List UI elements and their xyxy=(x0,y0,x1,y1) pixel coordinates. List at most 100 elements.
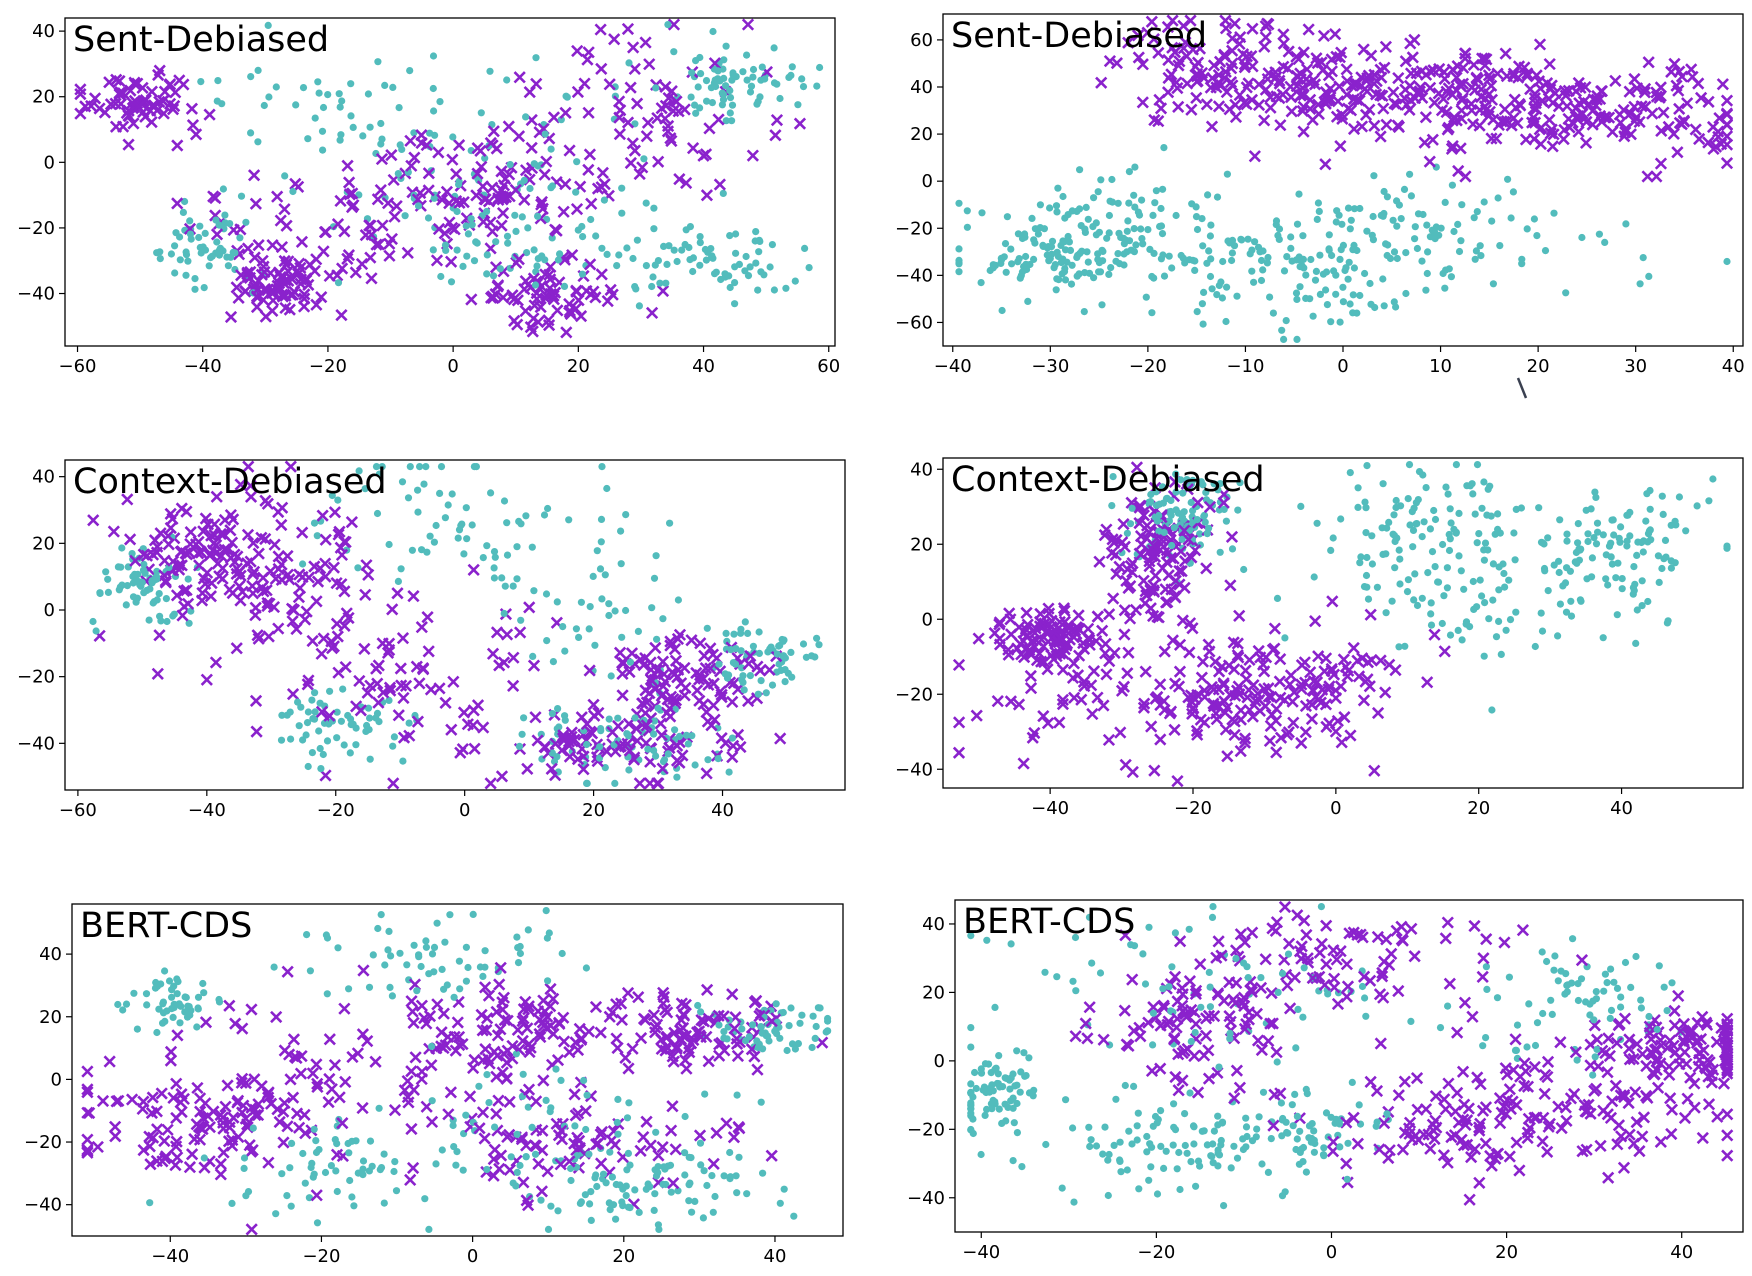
point-x xyxy=(88,92,102,105)
point-dot xyxy=(635,302,644,310)
point-dot xyxy=(449,1121,457,1130)
point-x xyxy=(286,1091,300,1104)
point-dot xyxy=(117,563,125,571)
point-dot xyxy=(708,99,717,107)
point-x xyxy=(1296,104,1309,118)
point-x xyxy=(282,1048,296,1061)
point-x xyxy=(249,609,262,622)
point-x xyxy=(203,108,216,121)
point-dot xyxy=(1366,279,1374,288)
point-dot xyxy=(1156,222,1164,231)
x-tick-label: 0 xyxy=(1330,798,1341,819)
point-dot xyxy=(1255,1113,1263,1121)
point-dot xyxy=(770,44,778,52)
point-dot xyxy=(1361,994,1369,1002)
point-x xyxy=(656,284,670,298)
point-dot xyxy=(1186,1089,1194,1097)
point-dot xyxy=(1001,240,1010,248)
point-x xyxy=(1173,55,1186,68)
point-x xyxy=(1376,89,1389,103)
point-dot xyxy=(611,779,619,788)
point-dot xyxy=(1480,198,1488,206)
point-x xyxy=(1119,758,1132,772)
point-dot xyxy=(603,250,611,258)
point-x xyxy=(1623,85,1636,98)
point-dot xyxy=(1264,253,1272,262)
point-x xyxy=(568,1088,581,1101)
x-tick-label: 20 xyxy=(1467,798,1490,819)
point-dot xyxy=(779,1008,787,1017)
point-dot xyxy=(650,225,658,233)
point-dot xyxy=(1099,257,1107,265)
point-x xyxy=(1114,726,1127,739)
point-dot xyxy=(1130,942,1139,950)
point-dot xyxy=(656,279,664,287)
point-x xyxy=(183,1161,197,1174)
point-dot xyxy=(394,577,402,586)
point-dot xyxy=(359,1157,368,1165)
point-dot xyxy=(572,188,580,196)
point-dot xyxy=(1563,537,1571,545)
point-dot xyxy=(1383,524,1391,532)
point-x xyxy=(1334,140,1347,153)
point-dot xyxy=(464,963,472,972)
point-x xyxy=(1580,1105,1593,1118)
point-x xyxy=(404,1173,417,1187)
point-dot xyxy=(181,993,189,1001)
point-dot xyxy=(727,646,735,654)
point-x xyxy=(1274,119,1287,132)
point-x xyxy=(707,677,720,690)
point-x xyxy=(1480,53,1493,66)
point-dot xyxy=(1248,246,1256,254)
point-x xyxy=(91,1140,104,1154)
point-x xyxy=(1229,689,1242,702)
point-dot xyxy=(664,21,672,29)
point-dot xyxy=(1626,508,1634,516)
point-dot xyxy=(1512,1046,1520,1054)
point-x xyxy=(275,558,288,571)
point-dot xyxy=(1350,205,1359,213)
point-x xyxy=(587,698,600,711)
point-x xyxy=(952,716,966,729)
point-dot xyxy=(1633,551,1641,560)
point-dot xyxy=(1599,531,1607,539)
y-tick-label: 40 xyxy=(39,944,62,965)
point-dot xyxy=(1424,569,1432,577)
point-x xyxy=(559,178,572,191)
point-dot xyxy=(532,54,540,62)
point-x xyxy=(107,525,120,538)
point-x xyxy=(1618,1088,1631,1102)
point-x xyxy=(1438,645,1451,658)
point-dot xyxy=(1214,486,1222,494)
point-dot xyxy=(649,273,657,281)
point-dot xyxy=(391,1158,399,1166)
point-dot xyxy=(1292,289,1301,297)
point-x xyxy=(1685,63,1698,76)
point-dot xyxy=(1481,599,1489,607)
point-dot xyxy=(1502,626,1510,634)
point-x xyxy=(1274,1087,1287,1100)
point-dot xyxy=(1383,193,1391,201)
point-dot xyxy=(768,681,777,689)
point-dot xyxy=(1061,237,1069,246)
point-dot xyxy=(666,1161,675,1169)
point-dot xyxy=(385,927,393,936)
point-dot xyxy=(1607,965,1615,973)
point-dot xyxy=(496,265,504,273)
point-dot xyxy=(1183,476,1191,484)
x-tick-label: 20 xyxy=(582,800,605,821)
point-x xyxy=(189,128,203,141)
point-dot xyxy=(384,946,392,954)
point-x xyxy=(347,199,360,212)
point-dot xyxy=(1128,504,1136,512)
point-dot xyxy=(614,1130,622,1138)
point-dot xyxy=(605,600,613,608)
point-x xyxy=(502,120,515,133)
point-dot xyxy=(1660,983,1668,991)
point-dot xyxy=(1488,706,1496,714)
point-dot xyxy=(664,750,672,758)
point-dot xyxy=(618,633,626,641)
point-x xyxy=(572,1107,585,1120)
point-x xyxy=(288,285,301,298)
point-dot xyxy=(430,538,438,546)
